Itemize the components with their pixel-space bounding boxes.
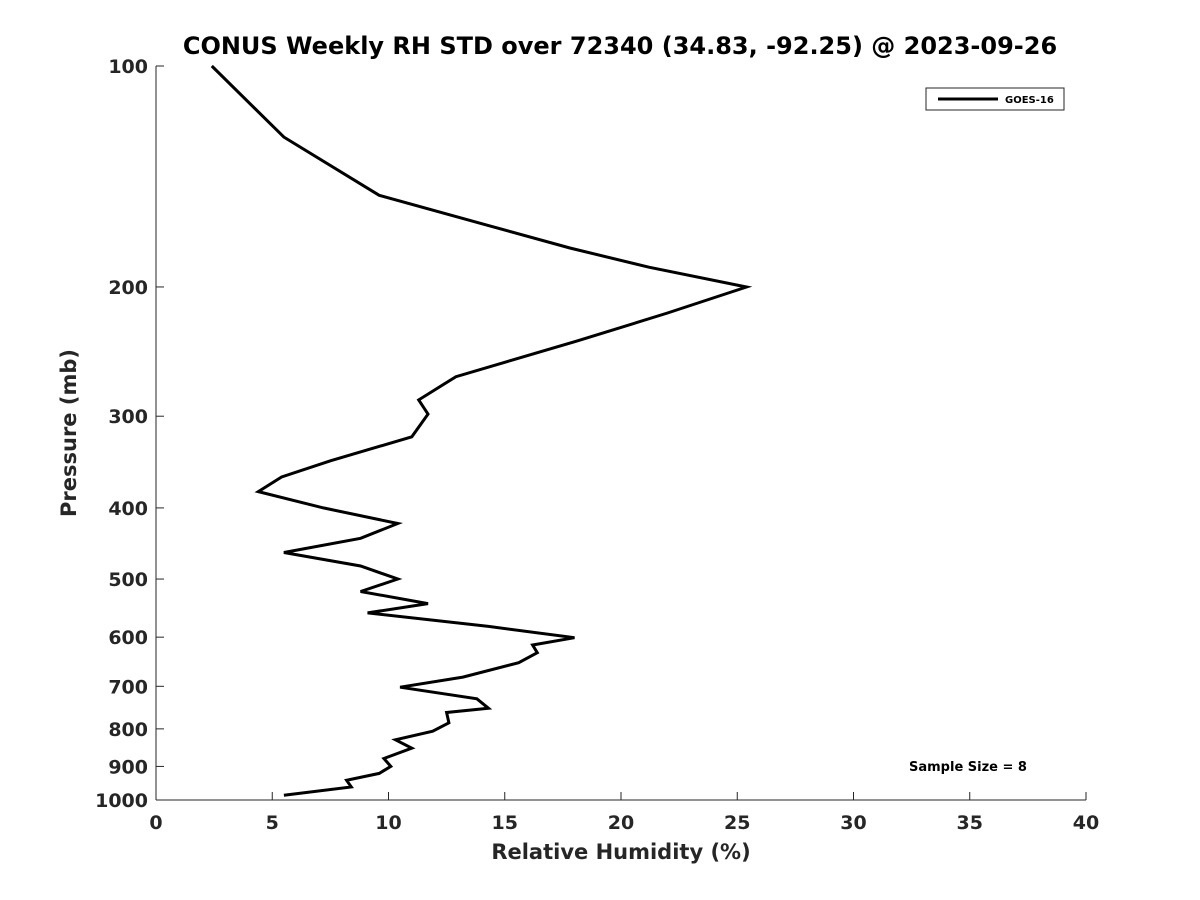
x-tick-label: 5 bbox=[266, 812, 279, 834]
y-tick-label: 400 bbox=[108, 498, 148, 520]
x-tick-label: 30 bbox=[840, 812, 866, 834]
y-tick-label: 600 bbox=[108, 627, 148, 649]
y-tick-label: 100 bbox=[108, 56, 148, 78]
series-layer bbox=[210, 64, 753, 797]
x-tick-label: 10 bbox=[375, 812, 401, 834]
y-tick-label: 800 bbox=[108, 719, 148, 741]
y-tick-label: 900 bbox=[108, 756, 148, 778]
y-tick-label: 1000 bbox=[95, 790, 148, 812]
y-tick-label: 300 bbox=[108, 406, 148, 428]
y-tick-label: 200 bbox=[108, 277, 148, 299]
x-tick-label: 20 bbox=[608, 812, 634, 834]
x-tick-label: 35 bbox=[957, 812, 983, 834]
x-tick-label: 0 bbox=[149, 812, 162, 834]
legend: GOES-16 bbox=[925, 87, 1065, 111]
x-tick-label: 15 bbox=[492, 812, 518, 834]
y-tick-label: 500 bbox=[108, 569, 148, 591]
x-axis-label: Relative Humidity (%) bbox=[491, 840, 750, 864]
y-axis-label: Pressure (mb) bbox=[57, 349, 81, 517]
x-tick-label: 40 bbox=[1073, 812, 1099, 834]
x-tick-label: 25 bbox=[724, 812, 750, 834]
x-ticks: 0 5 10 15 20 25 30 35 40 bbox=[149, 792, 1099, 834]
legend-label-goes16: GOES-16 bbox=[1005, 95, 1054, 106]
chart-title: CONUS Weekly RH STD over 72340 (34.83, -… bbox=[183, 32, 1057, 60]
y-tick-label: 700 bbox=[108, 676, 148, 698]
sample-size-annotation: Sample Size = 8 bbox=[909, 760, 1027, 775]
y-ticks: 100 200 300 400 500 600 700 800 900 1000 bbox=[95, 56, 164, 812]
